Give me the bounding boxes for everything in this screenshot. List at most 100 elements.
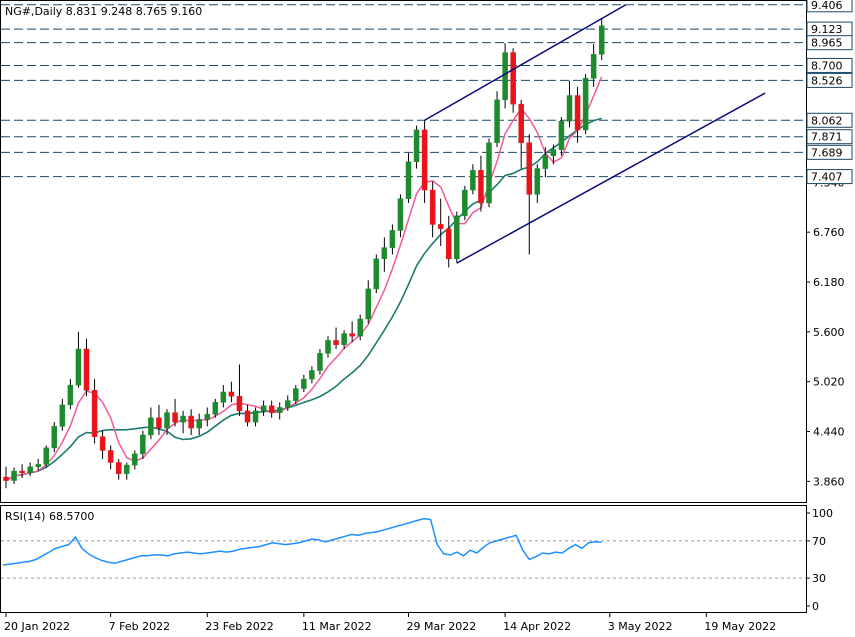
price-level-label-6: 7.871 xyxy=(811,131,843,144)
candle-body-49 xyxy=(398,199,403,231)
candle-body-17 xyxy=(140,435,145,454)
candle-body-25 xyxy=(205,414,210,419)
candle-body-68 xyxy=(551,150,556,156)
symbol-header: NG#,Daily 8.831 9.248 8.765 9.160 xyxy=(5,5,202,18)
price-level-label-1: 9.123 xyxy=(811,23,843,36)
candle-body-74 xyxy=(599,26,604,54)
time-tick-label-2: 23 Feb 2022 xyxy=(205,620,273,633)
price-tick-label-2: 5.020 xyxy=(813,376,845,389)
candle-body-13 xyxy=(108,450,113,462)
candle-body-32 xyxy=(261,406,266,411)
candle-body-15 xyxy=(124,465,129,474)
candle-body-42 xyxy=(342,334,347,345)
candle-body-57 xyxy=(462,190,467,216)
time-tick-label-0: 20 Jan 2022 xyxy=(4,620,70,633)
candle-body-47 xyxy=(382,248,387,259)
candle-body-1 xyxy=(12,471,17,480)
candle-body-0 xyxy=(4,477,9,480)
price-tick-label-4: 6.180 xyxy=(813,276,845,289)
candle-body-67 xyxy=(543,156,548,169)
candle-body-24 xyxy=(197,420,202,429)
candle-body-41 xyxy=(334,340,339,344)
rsi-tick-label-1: 70 xyxy=(812,535,826,548)
candle-body-10 xyxy=(84,349,89,390)
price-level-label-4: 8.526 xyxy=(811,74,843,87)
rsi-pane: RSI(14) 68.5700 xyxy=(1,506,807,613)
candle-body-59 xyxy=(478,170,483,203)
candle-body-11 xyxy=(92,390,97,436)
candle-body-22 xyxy=(181,416,186,422)
candle-body-2 xyxy=(20,471,25,473)
time-axis: 20 Jan 2022 7 Feb 2022 23 Feb 2022 11 Mar 2… xyxy=(4,612,776,633)
candle-body-73 xyxy=(591,54,596,78)
candle-body-69 xyxy=(559,121,564,149)
candle-body-62 xyxy=(503,53,508,100)
rsi-header: RSI(14) 68.5700 xyxy=(5,510,94,523)
price-pane-border xyxy=(1,1,807,503)
candle-body-36 xyxy=(293,389,298,401)
candle-body-46 xyxy=(374,259,379,289)
candle-body-55 xyxy=(446,229,451,259)
candle-body-44 xyxy=(358,319,363,336)
candle-body-12 xyxy=(100,437,105,451)
candle-body-65 xyxy=(527,143,532,195)
price-tick-label-0: 3.860 xyxy=(813,475,845,488)
price-pane: NG#,Daily 8.831 9.248 8.765 9.160 xyxy=(1,1,807,503)
candle-body-19 xyxy=(156,418,161,428)
rsi-axis: 100 70 30 0 xyxy=(806,507,833,613)
candle-body-21 xyxy=(173,413,178,422)
candle-body-8 xyxy=(68,385,73,405)
candle-body-6 xyxy=(52,426,57,447)
candle-body-7 xyxy=(60,405,65,426)
price-tick-label-3: 5.600 xyxy=(813,326,845,339)
rsi-tick-label-3: 0 xyxy=(812,600,819,613)
time-tick-label-4: 29 Mar 2022 xyxy=(407,620,477,633)
candle-body-23 xyxy=(189,416,194,428)
candle-body-70 xyxy=(567,96,572,122)
candle-body-16 xyxy=(132,454,137,465)
candle-body-18 xyxy=(148,418,153,435)
price-tick-label-5: 6.760 xyxy=(813,226,845,239)
candle-body-56 xyxy=(454,216,459,259)
candle-body-63 xyxy=(511,53,516,105)
candle-body-14 xyxy=(116,462,121,473)
candle-body-53 xyxy=(430,190,435,224)
candle-body-3 xyxy=(28,467,33,473)
time-tick-label-1: 7 Feb 2022 xyxy=(109,620,170,633)
candle-body-29 xyxy=(237,396,242,411)
price-level-label-2: 8.965 xyxy=(811,37,843,50)
candle-body-64 xyxy=(519,104,524,143)
candle-body-40 xyxy=(326,340,331,353)
candle-body-30 xyxy=(245,411,250,422)
candle-body-37 xyxy=(301,379,306,388)
candle-body-4 xyxy=(36,464,41,467)
time-tick-label-3: 11 Mar 2022 xyxy=(302,620,372,633)
candle-body-28 xyxy=(229,392,234,396)
candle-body-52 xyxy=(422,130,427,190)
candle-body-43 xyxy=(350,334,355,337)
candle-body-54 xyxy=(438,224,443,228)
candle-body-27 xyxy=(221,392,226,402)
candle-body-51 xyxy=(414,130,419,162)
rsi-pane-border xyxy=(1,506,807,613)
time-tick-label-5: 14 Apr 2022 xyxy=(503,620,571,633)
price-level-label-0: 9.406 xyxy=(811,0,843,12)
candle-body-45 xyxy=(366,289,371,319)
candle-body-38 xyxy=(309,371,314,380)
candle-body-66 xyxy=(535,169,540,195)
rsi-tick-label-0: 100 xyxy=(812,507,833,520)
price-level-label-5: 8.062 xyxy=(811,114,843,127)
price-tick-label-1: 4.440 xyxy=(813,426,845,439)
rsi-tick-label-2: 30 xyxy=(812,572,826,585)
candle-body-58 xyxy=(470,170,475,190)
candle-body-26 xyxy=(213,402,218,414)
candle-body-5 xyxy=(44,448,49,464)
candle-body-60 xyxy=(487,143,492,203)
candle-body-34 xyxy=(277,407,282,412)
candle-body-50 xyxy=(406,162,411,199)
time-tick-label-7: 19 May 2022 xyxy=(704,620,776,633)
candle-body-61 xyxy=(495,100,500,143)
candle-body-71 xyxy=(575,96,580,130)
